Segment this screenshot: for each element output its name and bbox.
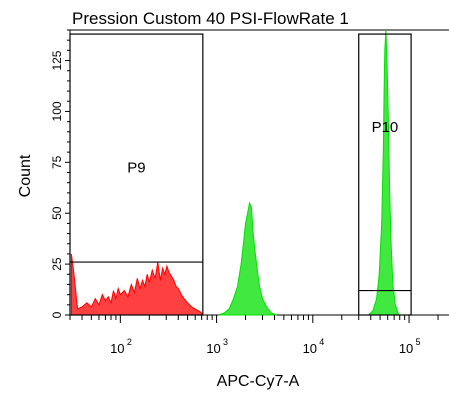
y-tick-label: 125 <box>50 50 64 70</box>
x-tick-label-exponent: 2 <box>127 337 132 347</box>
x-tick-label: 10 <box>110 341 124 356</box>
x-tick-label-exponent: 4 <box>319 337 324 347</box>
x-axis: 10 2 10 3 10 4 10 5 <box>70 315 438 356</box>
x-tick-label: 10 <box>399 341 413 356</box>
x-tick-label-exponent: 5 <box>416 337 421 347</box>
x-tick-label: 10 <box>206 341 220 356</box>
histogram-series-2 <box>369 30 399 315</box>
histogram-series-1 <box>219 203 277 315</box>
x-tick-label: 10 <box>303 341 317 356</box>
y-axis: 0 25 50 75 100 125 <box>50 30 70 318</box>
gate-label-p9: P9 <box>127 160 145 177</box>
x-tick-label-exponent: 3 <box>223 337 228 347</box>
y-tick-label: 0 <box>50 311 64 318</box>
x-axis-label: APC-Cy7-A <box>217 373 300 390</box>
y-tick-label: 25 <box>50 257 64 271</box>
chart-title: Pression Custom 40 PSI-FlowRate 1 <box>72 9 349 28</box>
histogram-series-0 <box>71 254 201 315</box>
y-tick-label: 50 <box>50 206 64 220</box>
y-tick-label: 75 <box>50 155 64 169</box>
gate-label-p10: P10 <box>372 119 399 136</box>
y-tick-label: 100 <box>50 101 64 121</box>
y-axis-label: Count <box>17 154 34 197</box>
